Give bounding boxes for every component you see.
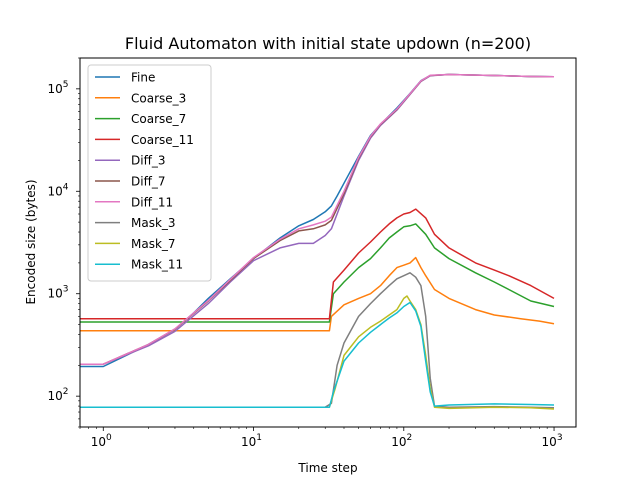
series-line-coarse-11 bbox=[80, 208, 555, 320]
y-tick-label: 105 bbox=[47, 80, 68, 96]
legend-label: Coarse_11 bbox=[131, 133, 194, 147]
series-line-mask-11 bbox=[80, 301, 555, 408]
chart-title: Fluid Automaton with initial state updow… bbox=[125, 34, 531, 53]
legend-label: Diff_3 bbox=[131, 154, 165, 168]
plot-area bbox=[80, 73, 555, 410]
plot-frame bbox=[79, 57, 577, 428]
y-tick-label: 104 bbox=[47, 182, 68, 198]
legend-label: Fine bbox=[131, 71, 155, 85]
series-line-mask-3 bbox=[80, 272, 555, 409]
x-axis-label: Time step bbox=[297, 461, 357, 475]
x-axis: 100 101 102 103 bbox=[79, 427, 563, 449]
series-line-coarse-3 bbox=[80, 256, 555, 332]
y-axis-label: Encoded size (bytes) bbox=[24, 179, 38, 304]
x-tick-label: 103 bbox=[542, 433, 563, 449]
y-tick-label: 103 bbox=[47, 285, 68, 301]
y-axis: 102 103 104 105 bbox=[47, 57, 80, 428]
x-tick-label: 100 bbox=[91, 433, 112, 449]
legend-label: Diff_7 bbox=[131, 175, 165, 189]
series-line-mask-7 bbox=[80, 295, 555, 410]
legend-label: Mask_11 bbox=[131, 258, 183, 272]
legend: Fine Coarse_3 Coarse_7 Coarse_11 Diff_3 Diff_… bbox=[87, 64, 212, 282]
legend-label: Mask_7 bbox=[131, 237, 176, 251]
x-tick-label: 101 bbox=[241, 433, 262, 449]
legend-label: Coarse_7 bbox=[131, 112, 186, 126]
legend-label: Coarse_3 bbox=[131, 91, 186, 105]
legend-label: Diff_11 bbox=[131, 195, 173, 209]
series-line-diff-11 bbox=[80, 73, 555, 365]
legend-label: Mask_3 bbox=[131, 216, 176, 230]
x-tick-label: 102 bbox=[391, 433, 412, 449]
y-tick-label: 102 bbox=[47, 387, 68, 403]
series-line-coarse-7 bbox=[80, 223, 555, 323]
